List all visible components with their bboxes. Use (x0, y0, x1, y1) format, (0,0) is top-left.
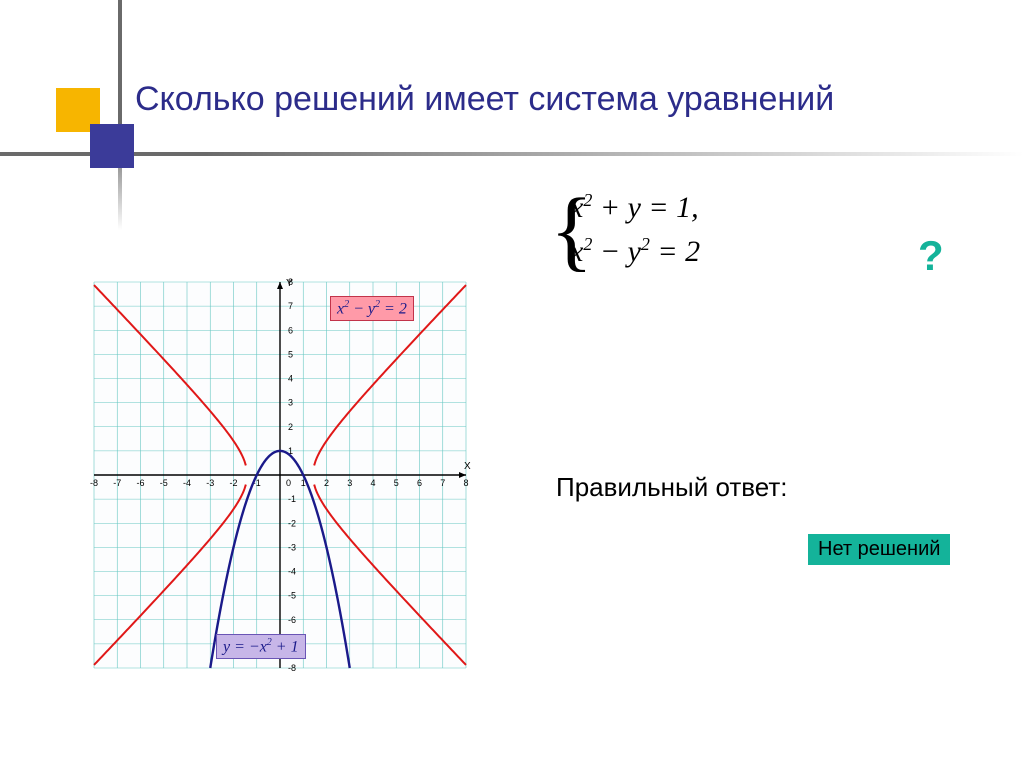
svg-text:4: 4 (288, 374, 293, 384)
question-mark: ? (918, 232, 944, 280)
slide-title: Сколько решений имеет система уравнений (135, 78, 834, 121)
svg-text:-4: -4 (183, 478, 191, 488)
svg-text:-3: -3 (206, 478, 214, 488)
hyperbola-label: x2 − y2 = 2 (330, 296, 414, 321)
equation-system: { x2 + y = 1, x2 − y2 = 2 (570, 190, 700, 278)
svg-text:-8: -8 (90, 478, 98, 488)
answer-badge: Нет решений (808, 534, 950, 565)
svg-text:3: 3 (347, 478, 352, 488)
svg-text:4: 4 (370, 478, 375, 488)
answer-label: Правильный ответ: (556, 472, 788, 503)
svg-text:0: 0 (286, 478, 291, 488)
svg-text:2: 2 (288, 422, 293, 432)
decoration-square-blue (90, 124, 134, 168)
svg-text:5: 5 (288, 349, 293, 359)
svg-text:7: 7 (440, 478, 445, 488)
svg-text:8: 8 (463, 478, 468, 488)
svg-text:3: 3 (288, 398, 293, 408)
svg-text:6: 6 (288, 325, 293, 335)
svg-text:-3: -3 (288, 542, 296, 552)
decoration-horizontal-bar (0, 152, 1024, 156)
svg-text:7: 7 (288, 301, 293, 311)
svg-text:-2: -2 (288, 518, 296, 528)
svg-text:2: 2 (324, 478, 329, 488)
slide-decoration (56, 88, 146, 168)
svg-text:-2: -2 (229, 478, 237, 488)
svg-text:-5: -5 (288, 591, 296, 601)
svg-text:X: X (464, 461, 471, 472)
svg-text:6: 6 (417, 478, 422, 488)
svg-text:-1: -1 (288, 494, 296, 504)
decoration-vertical-bar (118, 0, 122, 230)
svg-text:5: 5 (394, 478, 399, 488)
svg-text:-6: -6 (288, 615, 296, 625)
svg-text:-6: -6 (136, 478, 144, 488)
svg-text:-4: -4 (288, 567, 296, 577)
chart-container: -8-7-6-5-4-3-2-112345678-8-7-6-5-4-3-2-1… (76, 274, 476, 680)
system-brace: { (550, 186, 593, 276)
svg-text:Y: Y (286, 278, 293, 289)
chart-svg: -8-7-6-5-4-3-2-112345678-8-7-6-5-4-3-2-1… (76, 274, 476, 680)
svg-text:-7: -7 (113, 478, 121, 488)
svg-text:-5: -5 (160, 478, 168, 488)
svg-text:-8: -8 (288, 663, 296, 673)
parabola-label: y = −x2 + 1 (216, 634, 306, 659)
